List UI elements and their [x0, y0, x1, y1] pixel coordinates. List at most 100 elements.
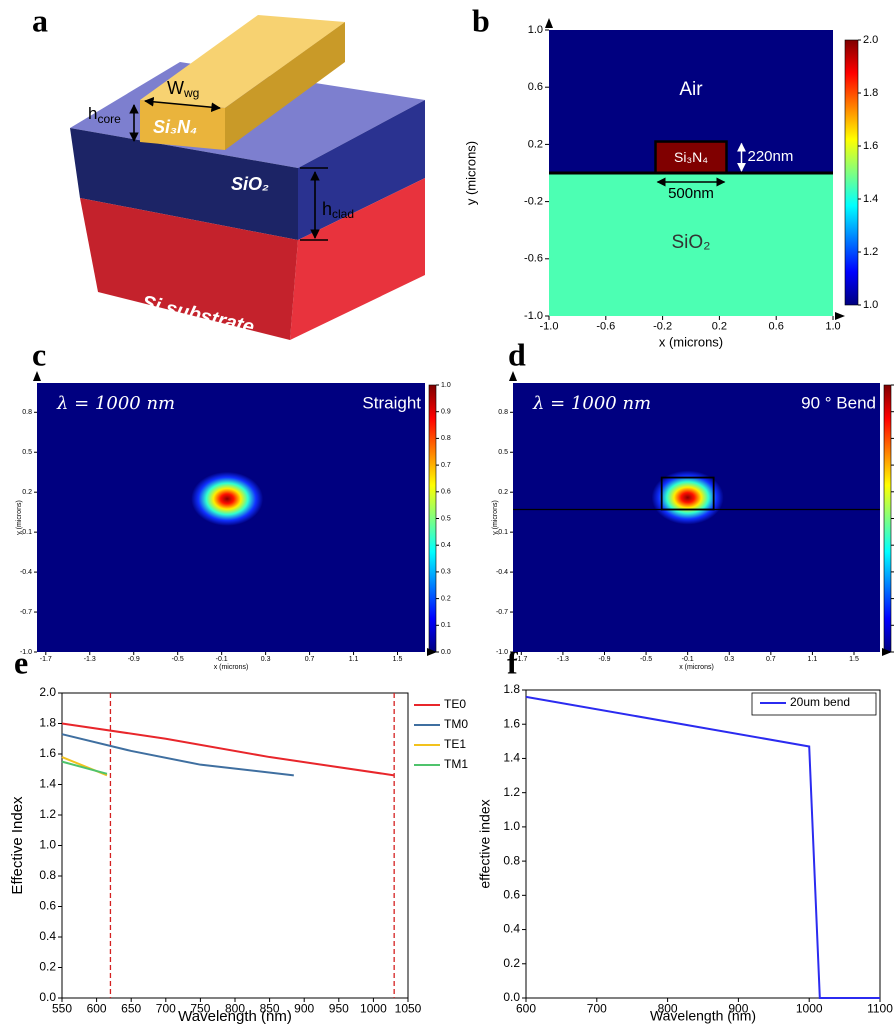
colorbar-tick-label: 0.8: [441, 435, 451, 442]
x-tick-label: -1.7: [40, 656, 52, 663]
colorbar-tick-label: 1.0: [863, 299, 878, 311]
y-tick-label: 0.8: [503, 853, 520, 867]
x-tick-label: 1.5: [393, 656, 403, 663]
x-axis-label: x (microns): [679, 664, 714, 671]
colorbar-tick-label: 2.0: [863, 34, 878, 46]
x-tick-label: 550: [52, 1001, 72, 1015]
y-axis-label: y (microns): [16, 500, 23, 535]
label-sub: clad: [332, 207, 354, 221]
y-tick-label: 1.0: [503, 819, 520, 833]
x-tick-label: -1.0: [540, 321, 559, 333]
y-axis-label: effective index: [477, 799, 493, 888]
core-front: [140, 100, 225, 150]
legend-label: TM0: [444, 717, 468, 731]
axis-arrow: [33, 371, 41, 381]
x-tick-label: -1.3: [84, 656, 96, 663]
width-label: Wwg: [167, 78, 199, 100]
x-tick-label: 750: [190, 1001, 210, 1015]
substrate-front: [80, 198, 298, 340]
y-tick-label: -0.7: [496, 609, 508, 616]
y-tick-label: -0.1: [496, 529, 508, 536]
y-tick-label: -0.6: [524, 253, 543, 265]
plot-frame: [61, 692, 409, 999]
y-tick-label: 1.8: [503, 682, 520, 696]
x-tick-label: 850: [260, 1001, 280, 1015]
colorbar-tick-label: 1.4: [863, 193, 878, 205]
x-tick-label: -0.1: [682, 656, 694, 663]
x-tick-label: 800: [658, 1001, 678, 1015]
x-tick-label: -0.2: [653, 321, 672, 333]
series-line: [61, 722, 395, 777]
y-tick-label: -1.0: [20, 649, 32, 656]
colorbar-tick-label: 0.4: [441, 542, 451, 549]
x-tick-label: -0.9: [598, 656, 610, 663]
y-tick-label: 0.6: [39, 899, 56, 913]
y-axis-label: Effective Index: [9, 796, 26, 895]
y-tick-label: 1.2: [503, 785, 520, 799]
colorbar-tick-label: 0.7: [441, 462, 451, 469]
cladding-front: [70, 128, 298, 240]
colorbar-tick-label: 1.2: [863, 246, 878, 258]
y-tick-label: 0.2: [498, 489, 508, 496]
width-arrow: [144, 97, 221, 112]
x-tick-label: 0.6: [769, 321, 784, 333]
x-tick-label: 0.7: [305, 656, 315, 663]
y-tick-label: 1.4: [39, 777, 56, 791]
substrate-side: [290, 178, 425, 340]
x-tick-label: -1.7: [515, 656, 527, 663]
panel-label: b: [472, 2, 490, 38]
colorbar-tick-label: 1.6: [863, 140, 878, 152]
y-tick-label: -0.1: [20, 529, 32, 536]
region-cladding: [549, 173, 833, 316]
legend-label: TE0: [444, 697, 466, 711]
panel-label: a: [32, 2, 48, 38]
series-line: [61, 733, 294, 777]
x-tick-label: 1.5: [849, 656, 859, 663]
x-tick-label: -0.5: [172, 656, 184, 663]
y-tick-label: -1.0: [496, 649, 508, 656]
height-label: 220nm: [748, 148, 794, 165]
colorbar: [428, 384, 437, 653]
colorbar-tick-label: 0.9: [441, 409, 451, 416]
colorbar-tick-label: 0.0: [441, 649, 451, 656]
y-tick-label: 0.8: [22, 409, 32, 416]
x-tick-label: 1.1: [349, 656, 359, 663]
x-axis-label: Wavelength (nm): [650, 1008, 756, 1024]
x-tick-label: 800: [225, 1001, 245, 1015]
x-axis-label: x (microns): [659, 334, 723, 349]
y-axis-label: y (microns): [463, 141, 478, 205]
case-label: Straight: [362, 393, 421, 412]
mode-field: [191, 471, 264, 526]
colorbar: [844, 39, 859, 306]
x-tick-label: 900: [728, 1001, 748, 1015]
label-main: W: [167, 78, 184, 98]
colorbar-tick-label: 0.6: [441, 489, 451, 496]
y-tick-label: 0.6: [503, 888, 520, 902]
x-tick-label: 1100: [867, 1001, 893, 1015]
panel-label: d: [508, 336, 526, 372]
colorbar-tick-label: 0.3: [441, 569, 451, 576]
legend-box: [751, 692, 877, 716]
x-tick-label: 0.3: [261, 656, 271, 663]
clad-height-label: hclad: [322, 199, 354, 221]
y-tick-label: -0.7: [20, 609, 32, 616]
core-top: [140, 15, 345, 108]
width-label: 500nm: [668, 185, 714, 202]
y-tick-label: -0.2: [524, 196, 543, 208]
core-material: Si₃N₄: [153, 117, 197, 137]
x-tick-label: -0.6: [596, 321, 615, 333]
y-tick-label: 1.2: [39, 807, 56, 821]
x-tick-label: -0.5: [640, 656, 652, 663]
y-tick-label: 1.6: [39, 746, 56, 760]
legend-label: TM1: [444, 757, 468, 771]
colorbar-tick-label: 0.1: [441, 622, 451, 629]
y-tick-label: 0.0: [503, 990, 520, 1004]
x-tick-label: 700: [587, 1001, 607, 1015]
panel-label: f: [507, 644, 518, 680]
x-axis-label: x (microns): [214, 664, 249, 671]
y-axis-label: y (microns): [492, 500, 499, 535]
y-tick-label: -0.4: [496, 569, 508, 576]
x-tick-label: 900: [294, 1001, 314, 1015]
wavelength-annotation: λ = 1000 nm: [532, 393, 651, 414]
